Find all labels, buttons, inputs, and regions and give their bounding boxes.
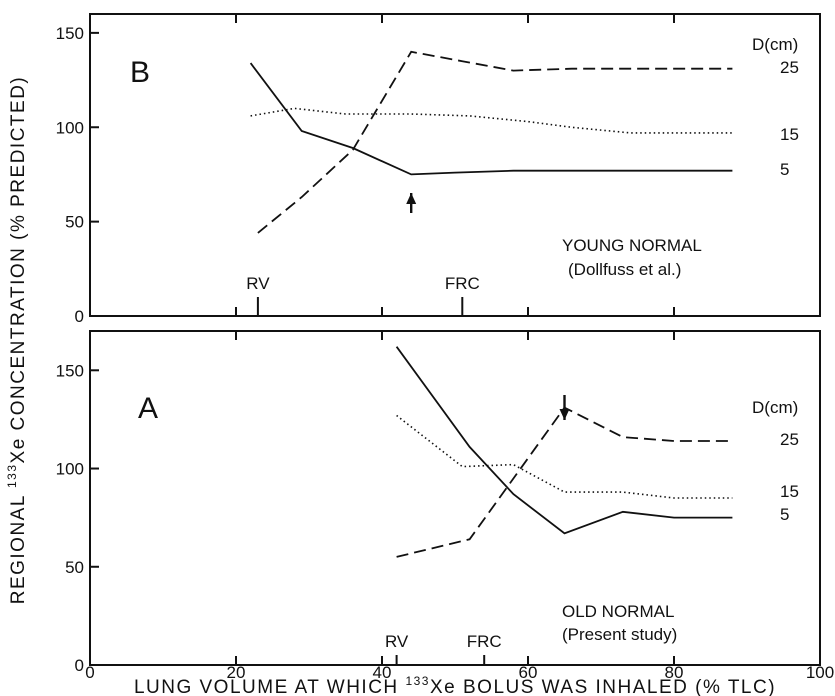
marker-label-frc: FRC [467,632,502,651]
y-tick-label: 100 [56,460,84,479]
x-axis-title-sup: 133 [405,674,430,688]
x-tick-label: 0 [85,663,94,682]
y-tick-label: 0 [75,307,84,326]
marker-label-rv: RV [385,632,409,651]
series-label-5cm: 5 [780,160,789,179]
panel-b-annotation-2: (Dollfuss et al.) [568,260,681,279]
panel-b-frame [89,13,821,317]
panel-a-markers: RV FRC [385,395,570,665]
x-axis-title-left: LUNG VOLUME AT WHICH [134,677,406,696]
series-label-25cm: 25 [780,430,799,449]
y-axis-title: REGIONAL 133Xe CONCENTRATION (% PREDICTE… [5,76,29,605]
y-tick-label: 150 [56,361,84,380]
y-axis-title-right: Xe CONCENTRATION (% PREDICTED) [8,76,29,464]
panel-a-annotation-2: (Present study) [562,625,677,644]
series-label-15cm: 15 [780,482,799,501]
series-line-15cm [396,414,733,499]
panel-a-frame [89,330,821,666]
y-tick-label: 0 [75,656,84,675]
panel-a-x-ticks [235,331,675,665]
panel-a: 0 50 100 150 5 15 25 RV FRC A D(cm) OLD NORMAL… [56,330,821,675]
x-tick-label: 40 [373,663,392,682]
series-label-15cm: 15 [780,125,799,144]
x-tick-labels: 0 20 40 60 80 100 [85,663,834,682]
panel-a-legend-title: D(cm) [752,398,798,417]
y-tick-label: 100 [56,118,84,137]
y-tick-label: 50 [65,213,84,232]
series-label-25cm: 25 [780,58,799,77]
y-tick-label: 50 [65,558,84,577]
y-axis-title-sup: 133 [5,463,19,488]
panel-b-y-ticks: 0 50 100 150 [56,24,99,326]
panel-b-markers: RV FRC [246,193,480,316]
x-tick-label: 100 [806,663,834,682]
marker-label-frc: FRC [445,274,480,293]
arrow-head-icon [559,409,570,420]
x-axis-title-right: Xe BOLUS WAS INHALED (% TLC) [430,677,776,696]
y-tick-label: 150 [56,24,84,43]
panel-b: 0 50 100 150 5 15 25 RV FRC B D(cm) YOUNG NORM… [56,13,821,326]
x-tick-label: 80 [665,663,684,682]
panel-b-x-ticks [235,14,675,316]
arrow-head-icon [406,193,417,204]
marker-label-rv: RV [246,274,270,293]
series-label-5cm: 5 [780,505,789,524]
panel-a-letter: A [138,392,158,425]
panel-a-annotation-1: OLD NORMAL [562,602,674,621]
series-line-5cm [249,62,733,176]
x-tick-label: 60 [519,663,538,682]
series-line-25cm [257,50,733,234]
panel-b-annotation-1: YOUNG NORMAL [562,236,702,255]
panel-b-legend-title: D(cm) [752,35,798,54]
x-axis-title: LUNG VOLUME AT WHICH 133Xe BOLUS WAS INH… [134,674,776,696]
series-line-25cm [396,406,733,558]
panel-a-y-ticks: 0 50 100 150 [56,361,99,675]
series-line-15cm [250,107,733,134]
panel-b-letter: B [130,56,150,89]
panel-a-series: 5 15 25 [395,346,799,558]
panel-b-series: 5 15 25 [249,50,799,234]
y-axis-title-left: REGIONAL [8,488,29,604]
x-tick-label: 20 [227,663,246,682]
series-line-5cm [395,346,733,535]
